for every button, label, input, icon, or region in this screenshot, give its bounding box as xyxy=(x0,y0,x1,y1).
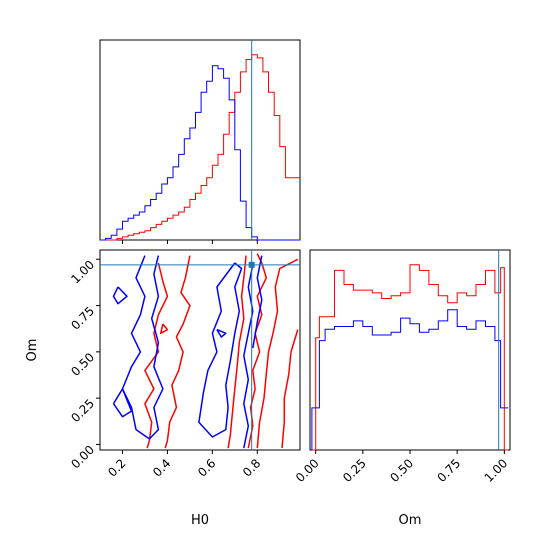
hist-om-x-tick-label-4: 0.75 xyxy=(435,456,464,485)
hist-om-x-tick-label-3: 0.50 xyxy=(387,456,416,485)
contour-line-8 xyxy=(121,255,164,440)
contour-line-6 xyxy=(247,253,268,449)
contour-line-4 xyxy=(164,255,191,449)
joint-frame xyxy=(99,249,301,451)
hist-om-x-ticks: 0.00 0.25 0.50 0.75 1.00 xyxy=(293,450,510,485)
contour-line-10 xyxy=(252,255,263,349)
joint-x-tick-label-1: 0.2 xyxy=(105,456,128,479)
hist-om-series xyxy=(311,264,509,451)
hist-h0-ticks xyxy=(121,240,258,244)
y-axis-label-om: Om xyxy=(25,339,40,362)
contour-line-7 xyxy=(198,262,243,438)
contour-line-9 xyxy=(243,264,254,449)
joint-y-tick-label-3: 0.50 xyxy=(68,350,97,379)
contour-line-11 xyxy=(112,286,128,305)
contour-line-12 xyxy=(112,388,133,418)
joint-y-tick-label-4: 0.75 xyxy=(68,304,97,333)
hist-om-series-2-step xyxy=(311,309,509,450)
x-axis-label-h0: H0 xyxy=(191,513,209,528)
joint-panel: 0.2 0.4 0.6 0.8 0.00 0.25 0.50 0.75 1.00 xyxy=(68,249,301,480)
contour-line-13 xyxy=(216,328,227,338)
hist-h0-panel xyxy=(99,39,301,244)
joint-truth-marker xyxy=(248,261,255,268)
joint-x-tick-label-3: 0.6 xyxy=(195,456,218,479)
joint-y-ticks: 0.00 0.25 0.50 0.75 1.00 xyxy=(68,258,100,472)
x-axis-label-om: Om xyxy=(399,513,422,528)
hist-om-panel: 0.00 0.25 0.50 0.75 1.00 xyxy=(293,249,511,485)
contour-line-3 xyxy=(281,329,299,449)
joint-x-tick-label-4: 0.8 xyxy=(240,456,263,479)
joint-y-tick-label-2: 0.25 xyxy=(68,396,97,425)
hist-h0-frame xyxy=(99,39,301,241)
hist-om-x-tick-label-1: 0.00 xyxy=(293,456,322,485)
hist-om-x-tick-label-5: 1.00 xyxy=(482,456,511,485)
hist-h0-series-1-step xyxy=(100,54,300,241)
joint-contours xyxy=(112,253,299,449)
joint-y-tick-label-1: 0.00 xyxy=(68,443,97,472)
joint-x-tick-label-2: 0.4 xyxy=(150,456,173,479)
joint-y-tick-label-5: 1.00 xyxy=(68,258,97,287)
joint-x-ticks: 0.2 0.4 0.6 0.8 xyxy=(105,450,263,480)
contour-line-14 xyxy=(159,323,169,335)
contour-line-5 xyxy=(144,262,169,449)
hist-om-series-1-step xyxy=(311,264,509,451)
hist-h0-series xyxy=(100,54,300,241)
contour-line-2 xyxy=(256,258,299,449)
hist-om-x-tick-label-2: 0.25 xyxy=(340,456,369,485)
contour-line-1 xyxy=(227,255,247,449)
